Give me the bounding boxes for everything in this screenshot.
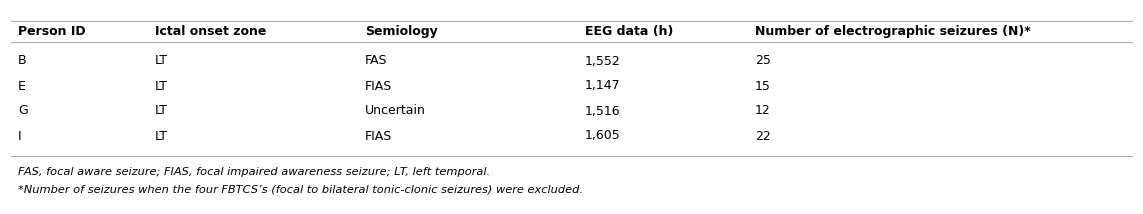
Text: Semiology: Semiology — [365, 25, 438, 38]
Text: FAS, focal aware seizure; FIAS, focal impaired awareness seizure; LT, left tempo: FAS, focal aware seizure; FIAS, focal im… — [18, 167, 490, 177]
Text: 1,552: 1,552 — [585, 55, 621, 67]
Text: 25: 25 — [756, 55, 770, 67]
Text: FIAS: FIAS — [365, 79, 392, 92]
Text: 1,147: 1,147 — [585, 79, 621, 92]
Text: LT: LT — [155, 55, 168, 67]
Text: E: E — [18, 79, 26, 92]
Text: *Number of seizures when the four FBTCS’s (focal to bilateral tonic-clonic seizu: *Number of seizures when the four FBTCS’… — [18, 184, 583, 194]
Text: G: G — [18, 104, 27, 117]
Text: Person ID: Person ID — [18, 25, 86, 38]
Text: EEG data (h): EEG data (h) — [585, 25, 673, 38]
Text: Number of electrographic seizures (Ν)*: Number of electrographic seizures (Ν)* — [756, 25, 1031, 38]
Text: 1,516: 1,516 — [585, 104, 621, 117]
Text: I: I — [18, 129, 22, 143]
Text: Ictal onset zone: Ictal onset zone — [155, 25, 266, 38]
Text: LT: LT — [155, 104, 168, 117]
Text: LT: LT — [155, 129, 168, 143]
Text: LT: LT — [155, 79, 168, 92]
Text: 12: 12 — [756, 104, 770, 117]
Text: FAS: FAS — [365, 55, 387, 67]
Text: FIAS: FIAS — [365, 129, 392, 143]
Text: Uncertain: Uncertain — [365, 104, 426, 117]
Text: B: B — [18, 55, 26, 67]
Text: 22: 22 — [756, 129, 770, 143]
Text: 15: 15 — [756, 79, 770, 92]
Text: 1,605: 1,605 — [585, 129, 621, 143]
